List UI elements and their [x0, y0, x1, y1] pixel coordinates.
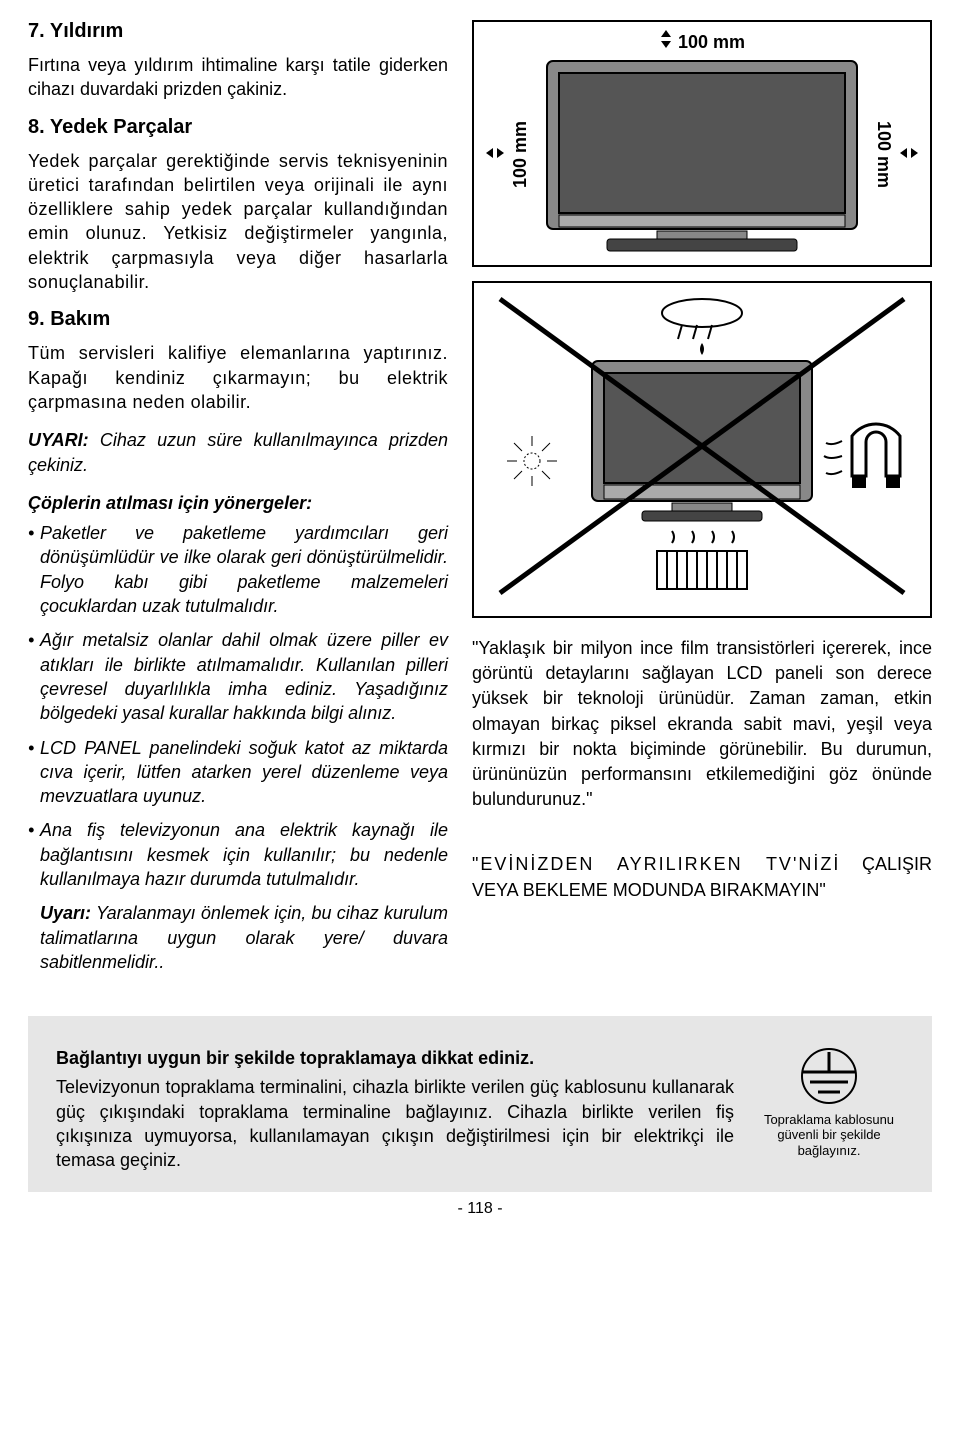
hazards-diagram: [472, 281, 932, 618]
uyari-label: UYARI:: [28, 430, 89, 450]
clearance-top-label: 100 mm: [486, 30, 918, 53]
clearance-left-label: 100 mm: [510, 121, 531, 188]
lcd-quote: "Yaklaşık bir milyon ince film transistö…: [472, 636, 932, 812]
clearance-row: 100 mm 100 mm: [486, 55, 918, 255]
clearance-diagram: 100 mm 100 mm 100 mm: [472, 20, 932, 267]
grounding-text: Bağlantıyı uygun bir şekilde topraklamay…: [56, 1048, 734, 1172]
clearance-top-text: 100 mm: [678, 32, 745, 52]
leave-home-quote: "EVİNİZDEN AYRILIRKEN TV'NİZİ ÇALIŞIR VE…: [472, 852, 932, 902]
section-8-title: 8. Yedek Parçalar: [28, 116, 448, 139]
ground-caption: Topraklama kablosunu güvenli bir şekilde…: [754, 1112, 904, 1159]
uyari2-body: Yaralanmayı önlemek için, bu cihaz kurul…: [40, 903, 448, 972]
grounding-title: Bağlantıyı uygun bir şekilde topraklamay…: [56, 1048, 734, 1069]
guideline-item: LCD PANEL panelindeki soğuk katot az mik…: [28, 736, 448, 809]
section-9-uyari2: Uyarı: Yaralanmayı önlemek için, bu ciha…: [28, 901, 448, 974]
ground-symbol-block: Topraklama kablosunu güvenli bir şekilde…: [754, 1048, 904, 1158]
section-7-title: 7. Yıldırım: [28, 20, 448, 43]
left-column: 7. Yıldırım Fırtına veya yıldırım ihtima…: [28, 20, 448, 988]
leave-home-quote-a: "EVİNİZDEN AYRILIRKEN TV'NİZİ: [472, 854, 840, 874]
sun-icon: [507, 436, 557, 486]
section-9-title: 9. Bakım: [28, 308, 448, 331]
magnet-icon: [824, 424, 900, 488]
uyari-body: Cihaz uzun süre kullanılmayınca prizden …: [28, 430, 448, 474]
arrow-left-right-icon: [900, 146, 918, 165]
ground-icon: [794, 1048, 864, 1108]
guidelines-title: Çöplerin atılması için yönergeler:: [28, 491, 448, 515]
arrow-left-right-icon: [486, 146, 504, 165]
clearance-right-label: 100 mm: [873, 121, 894, 188]
guidelines-list: Paketler ve paketleme yardımcıları geri …: [28, 521, 448, 891]
page-container: 7. Yıldırım Fırtına veya yıldırım ihtima…: [0, 0, 960, 1228]
radiator-icon: [657, 531, 747, 589]
grounding-body: Televizyonun topraklama terminalini, cih…: [56, 1075, 734, 1172]
guideline-item: Ana fiş televizyonun ana elektrik kaynağ…: [28, 818, 448, 891]
tv-front-icon: [537, 55, 867, 255]
right-column: 100 mm 100 mm 100 mm: [472, 20, 932, 988]
section-9-uyari: UYARI: Cihaz uzun süre kullanılmayınca p…: [28, 428, 448, 477]
hazards-svg: [486, 291, 918, 601]
section-9-body1: Tüm servisleri kalifiye elemanlarına yap…: [28, 341, 448, 414]
arrow-up-down-icon: [659, 30, 673, 48]
page-number: - 118 -: [28, 1200, 932, 1218]
uyari2-label: Uyarı:: [40, 903, 91, 923]
tv-icon: [592, 361, 812, 521]
two-column-layout: 7. Yıldırım Fırtına veya yıldırım ihtima…: [28, 20, 932, 988]
guideline-item: Ağır metalsiz olanlar dahil olmak üzere …: [28, 628, 448, 725]
grounding-warning: Bağlantıyı uygun bir şekilde topraklamay…: [28, 1016, 932, 1192]
section-7-body: Fırtına veya yıldırım ihtimaline karşı t…: [28, 53, 448, 102]
rain-icon: [662, 299, 742, 355]
guideline-item: Paketler ve paketleme yardımcıları geri …: [28, 521, 448, 618]
section-8-body: Yedek parçalar gerektiğinde servis tekni…: [28, 149, 448, 295]
